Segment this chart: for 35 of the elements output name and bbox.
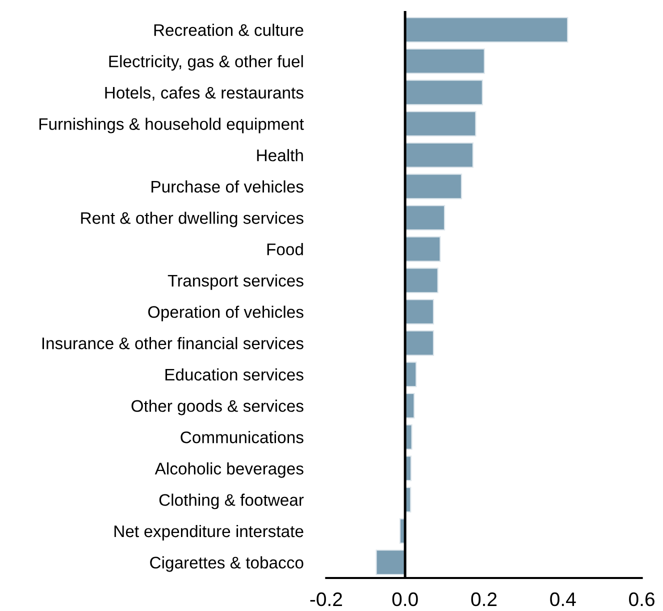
bar: [404, 142, 474, 168]
y-tick-label: Operation of vehicles: [148, 306, 304, 322]
bar: [404, 268, 438, 294]
y-tick-label: Cigarettes & tobacco: [150, 556, 304, 572]
bar: [404, 236, 441, 262]
y-tick-label: Rent & other dwelling services: [81, 212, 304, 228]
y-tick-label: Hotels, cafes & restaurants: [105, 86, 304, 101]
bar: [376, 550, 406, 576]
bar: [404, 48, 485, 74]
x-tick-label: 0.4: [550, 592, 576, 606]
bar: [404, 80, 483, 106]
bar: [404, 111, 476, 137]
bar: [404, 204, 446, 231]
y-tick-label: Other goods & services: [132, 400, 304, 416]
y-tick-label: Transport services: [168, 274, 304, 290]
y-tick-label: Net expenditure interstate: [114, 524, 304, 541]
y-tick-label: Insurance & other financial services: [42, 337, 304, 350]
x-tick-label: -0.2: [310, 592, 342, 606]
y-tick-label: Purchase of vehicles: [152, 180, 304, 193]
y-tick-label: Education services: [165, 368, 304, 381]
x-tick-label: 0.2: [471, 592, 497, 606]
y-tick-label: Alcoholic beverages: [154, 462, 304, 478]
y-tick-label: Electricity, gas & other fuel: [109, 55, 303, 71]
bar: [404, 17, 568, 43]
y-tick-label: Clothing & footwear: [159, 494, 304, 510]
y-tick-label: Recreation & culture: [154, 24, 304, 36]
y-tick-label: Health: [257, 149, 303, 162]
x-tick-label: 0.6: [629, 592, 654, 606]
y-tick-label: Communications: [180, 431, 304, 444]
x-tick-label: 0.0: [392, 592, 418, 606]
y-tick-label: Food: [267, 243, 303, 256]
y-tick-label: Furnishings & household equipment: [39, 118, 304, 134]
bar: [404, 330, 434, 356]
bar: [404, 298, 434, 325]
bar: [404, 174, 462, 200]
